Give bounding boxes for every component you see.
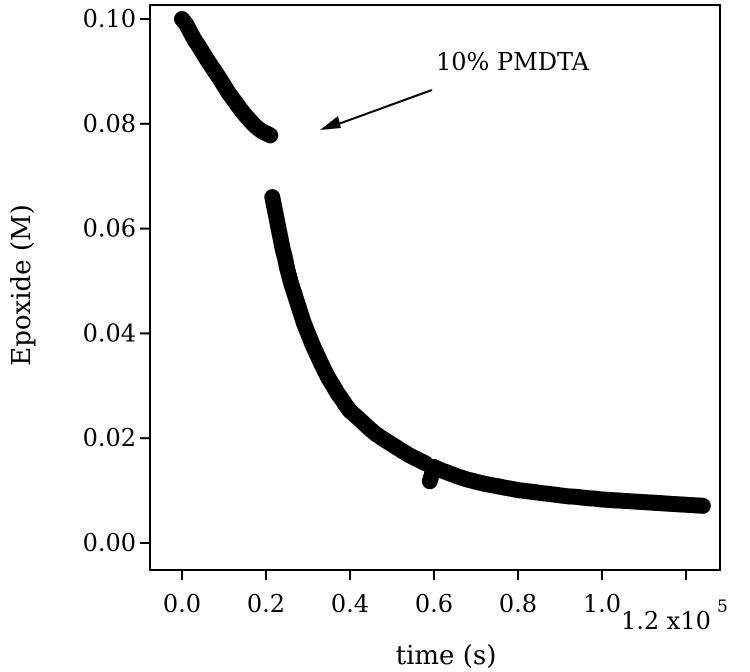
y-axis-ticks: 0.00 0.02 0.04 0.06 0.08 0.10 bbox=[83, 5, 150, 557]
y-tick-label: 0.06 bbox=[83, 215, 136, 243]
data-points bbox=[174, 11, 711, 514]
x-tick-label: 0.4 bbox=[331, 590, 369, 618]
annotation-label: 10% PMDTA bbox=[436, 48, 590, 76]
y-tick-label: 0.08 bbox=[83, 110, 136, 138]
data-point bbox=[694, 497, 711, 514]
y-tick-label: 0.04 bbox=[83, 319, 136, 347]
data-point bbox=[262, 127, 279, 144]
x-tick-label: 1.0 bbox=[583, 590, 621, 618]
x-axis-title: time (s) bbox=[396, 641, 497, 671]
x-axis-ticks: 0.0 0.2 0.4 0.6 0.8 1.0 bbox=[163, 570, 687, 618]
x-tick-label: 0.6 bbox=[415, 590, 453, 618]
y-tick-label: 0.10 bbox=[83, 5, 136, 33]
x-tick-label: 0.8 bbox=[499, 590, 537, 618]
x-tick-label: 0.0 bbox=[163, 590, 201, 618]
annotation-arrow-line bbox=[329, 89, 433, 128]
y-axis-title: Epoxide (M) bbox=[7, 204, 37, 365]
x-tick-label: 0.2 bbox=[247, 590, 285, 618]
x-scale-label: 1.2 x10 bbox=[621, 607, 711, 635]
y-tick-label: 0.00 bbox=[83, 529, 136, 557]
annotation-arrow-head bbox=[320, 116, 341, 130]
x-scale-exponent: 5 bbox=[717, 597, 728, 617]
y-tick-label: 0.02 bbox=[83, 424, 136, 452]
